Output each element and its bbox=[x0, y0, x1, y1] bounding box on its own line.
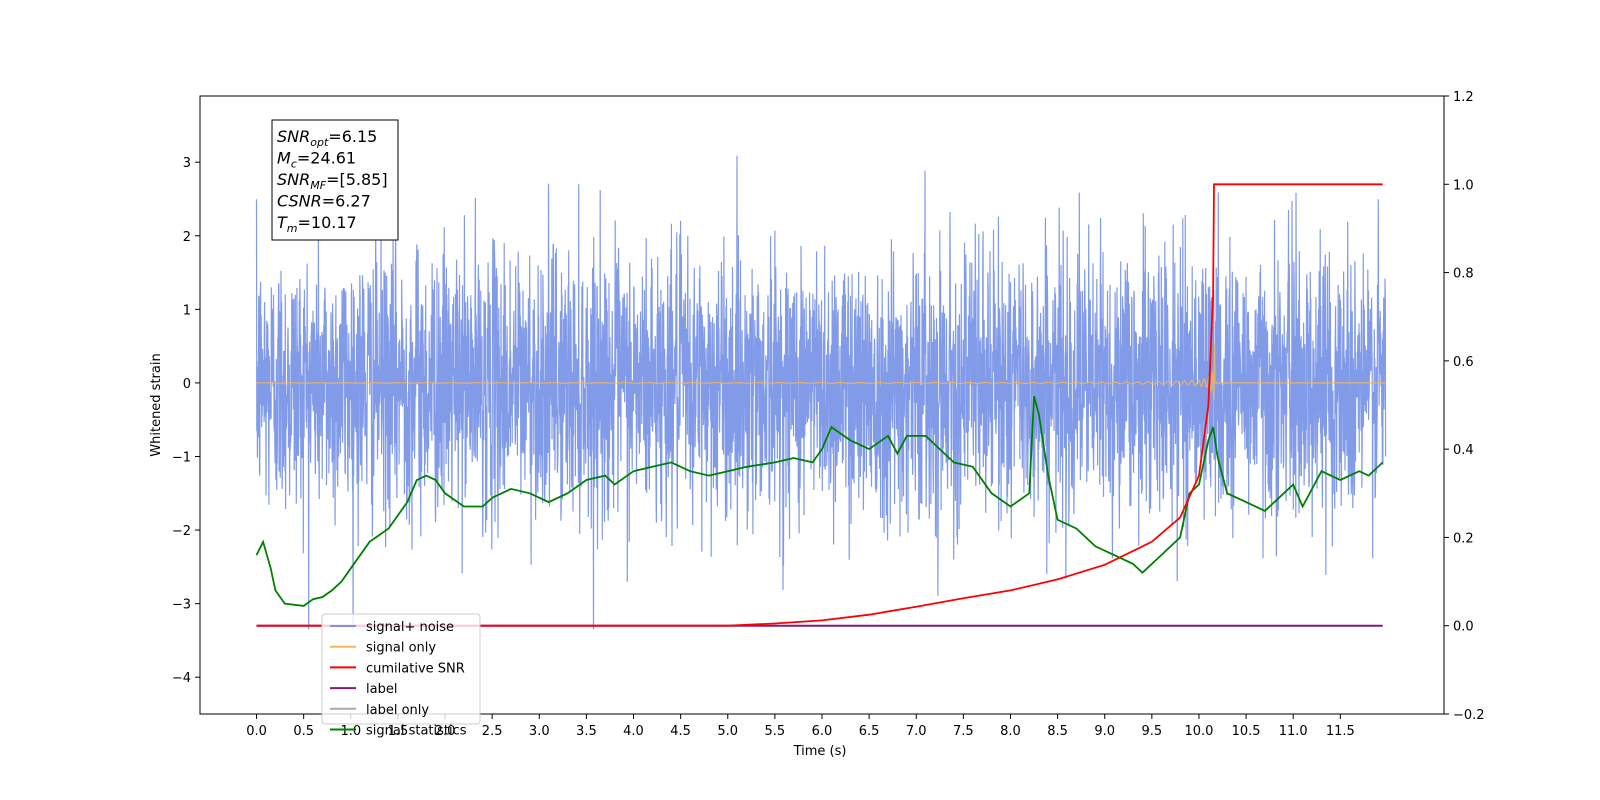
x-tick-label: 9.5 bbox=[1142, 724, 1163, 739]
x-tick-label: 4.0 bbox=[623, 724, 644, 739]
x-tick-label: 5.5 bbox=[765, 724, 786, 739]
x-tick-label: 11.5 bbox=[1326, 724, 1355, 739]
y-tick-label-left: −3 bbox=[172, 598, 191, 613]
series-signal-noise bbox=[255, 155, 1387, 630]
info-box-line: Mc=24.61 bbox=[277, 149, 356, 171]
info-box-line: SNRMF=[5.85] bbox=[277, 170, 388, 192]
x-tick-label: 3.5 bbox=[576, 724, 597, 739]
x-tick-label: 2.0 bbox=[435, 724, 456, 739]
y-tick-label-right: 0.2 bbox=[1453, 531, 1474, 546]
info-box-line: Tm=10.17 bbox=[277, 213, 357, 235]
info-box-line: SNRopt=6.15 bbox=[277, 127, 377, 149]
legend-label: signal+ noise bbox=[366, 620, 454, 635]
x-tick-label: 0.0 bbox=[246, 724, 267, 739]
info-box: SNRopt=6.15Mc=24.61SNRMF=[5.85]CSNR=6.27… bbox=[271, 119, 399, 241]
x-tick-label: 1.5 bbox=[388, 724, 409, 739]
y-tick-label-left: −2 bbox=[172, 524, 191, 539]
y-tick-label-left: 2 bbox=[183, 230, 191, 245]
info-box-frame bbox=[271, 119, 399, 241]
y-tick-label-left: −4 bbox=[172, 671, 191, 686]
y-tick-label-right: −0.2 bbox=[1453, 708, 1485, 723]
y-tick-label-right: 0.6 bbox=[1453, 355, 1474, 370]
x-tick-label: 8.5 bbox=[1047, 724, 1068, 739]
x-tick-label: 6.0 bbox=[812, 724, 833, 739]
x-tick-label: 1.0 bbox=[340, 724, 361, 739]
y-tick-label-left: 1 bbox=[183, 303, 191, 318]
right-y-axis: −0.2 0.0 0.2 0.4 0.6 0.8 1.0 1.2 bbox=[1444, 90, 1485, 723]
info-box-line: CSNR=6.27 bbox=[277, 192, 371, 211]
legend-label: signal only bbox=[366, 641, 436, 656]
x-tick-label: 8.0 bbox=[1000, 724, 1021, 739]
x-tick-label: 7.5 bbox=[953, 724, 974, 739]
legend-label: label bbox=[366, 682, 397, 697]
x-tick-label: 10.5 bbox=[1232, 724, 1261, 739]
x-tick-label: 11.0 bbox=[1279, 724, 1308, 739]
y-tick-label-left: 3 bbox=[183, 156, 191, 171]
series-signal-statistics bbox=[255, 395, 1384, 607]
legend-label: cumilative SNR bbox=[366, 661, 465, 676]
series-signal-only bbox=[256, 342, 1386, 400]
x-tick-label: 3.0 bbox=[529, 724, 550, 739]
legend-label: signal statistics bbox=[366, 724, 467, 739]
y-tick-label-right: 0.8 bbox=[1453, 267, 1474, 282]
y-tick-label-left: −1 bbox=[172, 451, 191, 466]
x-tick-label: 7.0 bbox=[906, 724, 927, 739]
y-tick-label-right: 1.2 bbox=[1453, 90, 1474, 105]
y-axis-label: Whitened strain bbox=[149, 353, 164, 456]
x-tick-label: 2.5 bbox=[482, 724, 503, 739]
x-tick-label: 5.0 bbox=[717, 724, 738, 739]
legend-frame bbox=[321, 613, 481, 725]
x-tick-label: 9.0 bbox=[1094, 724, 1115, 739]
left-y-axis: −4 −3 −2 −1 0 1 2 3 bbox=[172, 156, 200, 686]
y-tick-label-right: 0.4 bbox=[1453, 443, 1474, 458]
x-tick-label: 0.5 bbox=[293, 724, 314, 739]
series-cumulative-snr bbox=[256, 183, 1383, 627]
x-axis-label: Time (s) bbox=[793, 744, 847, 759]
legend-label: label only bbox=[366, 703, 429, 718]
y-tick-label-left: 0 bbox=[183, 377, 191, 392]
legend: signal+ noise signal only cumilative SNR la… bbox=[321, 613, 481, 739]
x-tick-label: 4.5 bbox=[670, 724, 691, 739]
x-tick-label: 10.0 bbox=[1184, 724, 1213, 739]
x-axis: 0.0 0.5 1.0 1.5 2.0 2.5 3.0 3.5 4.0 4.5 5.0 5.5 6.0 6… bbox=[246, 714, 1355, 739]
x-tick-label: 6.5 bbox=[859, 724, 880, 739]
y-tick-label-right: 0.0 bbox=[1453, 620, 1474, 635]
y-tick-label-right: 1.0 bbox=[1453, 178, 1474, 193]
